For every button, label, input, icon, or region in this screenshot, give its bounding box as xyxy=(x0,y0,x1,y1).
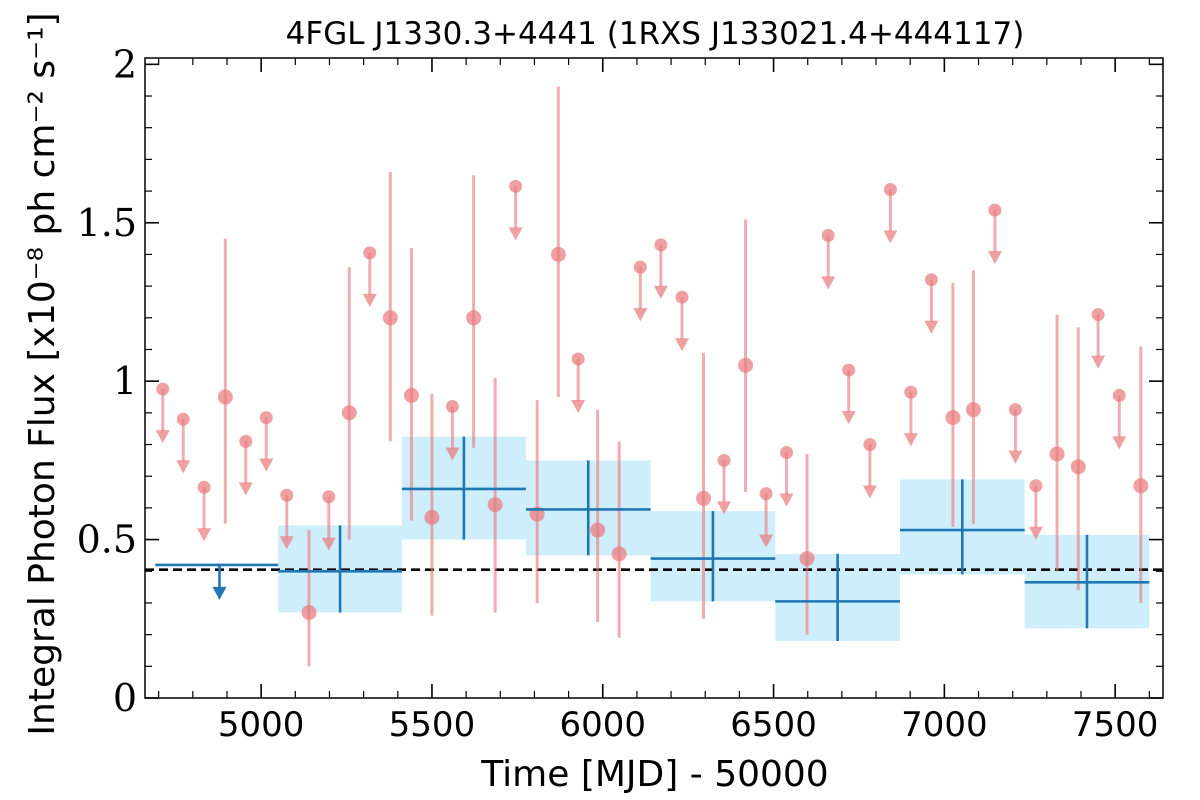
x-tick-label: 5500 xyxy=(389,705,476,745)
upper-limit-arrow xyxy=(197,528,212,542)
upper-limit-point xyxy=(322,490,336,504)
upper-limit-arrow xyxy=(1091,355,1106,369)
upper-limit-arrow xyxy=(279,536,294,550)
plot-frame xyxy=(144,57,1164,699)
detection-point xyxy=(611,546,627,562)
upper-limit-arrow xyxy=(987,251,1002,265)
upper-limit-point xyxy=(363,246,377,260)
detection-point xyxy=(738,357,754,373)
upper-limit-point xyxy=(904,385,918,399)
y-axis-label: Integral Photon Flux [x10⁻⁸ ph cm⁻² s⁻¹] xyxy=(22,12,63,735)
upper-limit-arrow xyxy=(675,338,690,352)
upper-limit-arrow xyxy=(445,447,460,461)
detection-point xyxy=(424,509,440,525)
upper-limit-point xyxy=(988,203,1002,217)
upper-limit-point xyxy=(197,480,211,494)
y-tick-label: 1 xyxy=(113,359,137,403)
upper-limit-arrow xyxy=(1008,450,1023,464)
detection-point xyxy=(965,402,981,418)
detection-point xyxy=(550,246,566,262)
upper-limit-arrow xyxy=(759,534,774,548)
detection-point xyxy=(945,410,961,426)
bin-upper-limit-arrow xyxy=(212,586,227,600)
x-tick-label: 6500 xyxy=(730,705,817,745)
upper-limit-point xyxy=(1008,403,1022,417)
detection-point xyxy=(696,490,712,506)
upper-limit-arrow xyxy=(321,537,336,551)
upper-limit-point xyxy=(924,273,938,287)
x-axis-label: Time [MJD] - 50000 xyxy=(480,754,828,795)
x-tick-label: 7000 xyxy=(901,705,988,745)
upper-limit-point xyxy=(280,488,294,502)
upper-limit-point xyxy=(654,238,668,252)
x-tick-label: 7500 xyxy=(1072,705,1159,745)
upper-limit-point xyxy=(1112,388,1126,402)
upper-limit-point xyxy=(717,453,731,467)
upper-limit-point xyxy=(239,434,253,448)
x-tick-label: 5000 xyxy=(218,705,305,745)
detection-point xyxy=(382,310,398,326)
upper-limit-arrow xyxy=(924,320,939,334)
upper-limit-point xyxy=(675,290,689,304)
detection-point xyxy=(1070,459,1086,475)
upper-limit-arrow xyxy=(571,399,586,413)
upper-limit-arrow xyxy=(1112,436,1127,450)
detection-point xyxy=(301,604,317,620)
upper-limit-point xyxy=(780,445,794,459)
detection-point xyxy=(590,522,606,538)
upper-limit-arrow xyxy=(259,458,274,472)
upper-limit-point xyxy=(633,260,647,274)
y-tick-label: 2 xyxy=(113,42,137,86)
upper-limit-point xyxy=(863,438,877,452)
upper-limit-arrow xyxy=(717,501,732,515)
upper-limit-point xyxy=(259,411,273,425)
upper-limit-arrow xyxy=(633,308,648,322)
upper-limit-point xyxy=(883,182,897,196)
y-tick-label: 0 xyxy=(113,676,137,720)
upper-limit-point xyxy=(1091,308,1105,322)
detection-point xyxy=(1049,446,1065,462)
detection-point xyxy=(1133,478,1149,494)
upper-limit-arrow xyxy=(841,411,856,425)
x-tick-label: 6000 xyxy=(559,705,646,745)
y-tick-label: 0.5 xyxy=(77,518,137,562)
upper-limit-point xyxy=(1029,479,1043,493)
upper-limit-arrow xyxy=(903,433,918,447)
upper-limit-arrow xyxy=(176,460,191,474)
detection-point xyxy=(799,551,815,567)
upper-limit-arrow xyxy=(362,293,377,307)
detection-point xyxy=(217,389,233,405)
detection-point xyxy=(341,405,357,421)
upper-limit-arrow xyxy=(238,482,253,496)
upper-limit-arrow xyxy=(883,230,898,244)
upper-limit-point xyxy=(821,228,835,242)
upper-limit-point xyxy=(571,352,585,366)
upper-limit-arrow xyxy=(821,276,836,290)
detection-point xyxy=(487,497,503,513)
detection-point xyxy=(466,310,482,326)
detection-point xyxy=(403,387,419,403)
y-tick-label: 1.5 xyxy=(77,201,137,245)
chart-title: 4FGL J1330.3+4441 (1RXS J133021.4+444117… xyxy=(286,16,1025,52)
upper-limit-arrow xyxy=(653,285,668,299)
plot-area: 5000 5500 6000 6500 7000 7500 0 0.5 1 1.5 2 xyxy=(77,42,1164,745)
upper-limit-arrow xyxy=(155,430,170,444)
upper-limit-point xyxy=(445,400,459,414)
upper-limit-point xyxy=(509,179,523,193)
upper-limit-arrow xyxy=(508,227,523,241)
upper-limit-arrow xyxy=(779,493,794,507)
upper-limit-point xyxy=(176,412,190,426)
upper-limit-point xyxy=(842,363,856,377)
upper-limit-arrow xyxy=(1028,526,1043,540)
upper-limit-point xyxy=(759,487,773,501)
upper-limit-arrow xyxy=(862,485,877,499)
upper-limit-point xyxy=(156,382,170,396)
